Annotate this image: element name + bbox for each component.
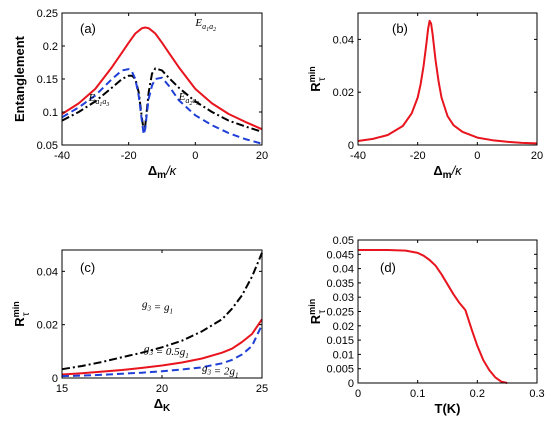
series-line-b-r — [357, 19, 538, 145]
x-tick-label: 0 — [355, 388, 361, 400]
annotation-g3-0-5g1: g3 = 0.5g1 — [144, 343, 189, 360]
y-tick-label: 0 — [52, 373, 58, 385]
y-tick-label: 0.035 — [326, 278, 354, 290]
series-line-c-g3-g1 — [61, 252, 263, 371]
annotation-e-a2a3: Ea2a3 — [178, 91, 200, 107]
y-tick-label: 0.03 — [333, 292, 354, 304]
x-axis-label: Δm/κ — [148, 163, 178, 181]
y-tick-label: 0.25 — [37, 8, 58, 20]
x-tick-label: 15 — [56, 383, 68, 395]
y-tick-label: 0.1 — [43, 107, 58, 119]
panel-a: -40 -20 0 20 0.05 0.1 0.15 0.2 0.25 (a) Δm/κ Entang… — [12, 8, 268, 181]
y-tick-label: 0.04 — [333, 264, 354, 276]
x-tick-label: -20 — [121, 150, 137, 162]
y-tick-label: 0.04 — [333, 34, 354, 46]
x-tick-label: 20 — [531, 150, 543, 162]
y-axis-label: Entanglement — [12, 35, 27, 122]
series-line-d-r-t — [358, 249, 508, 384]
y-tick-label: 0.025 — [326, 307, 354, 319]
x-tick-label: 0.1 — [410, 388, 425, 400]
series-line-a-e-a1a3 — [61, 67, 263, 133]
x-tick-label: 20 — [156, 383, 168, 395]
x-tick-label: 0.3 — [529, 388, 544, 400]
x-axis-label: T(K) — [435, 401, 461, 416]
y-tick-label: 0 — [348, 140, 354, 152]
y-axis-label: Rminτ — [11, 301, 32, 326]
y-tick-label: 0.2 — [43, 41, 58, 53]
y-tick-label: 0 — [348, 378, 354, 390]
x-axis-label: Δm/κ — [433, 163, 463, 181]
panel-label: (c) — [80, 260, 95, 275]
x-tick-label: -40 — [54, 150, 70, 162]
x-tick-label: 0.2 — [470, 388, 485, 400]
panel-b: -40 -20 0 20 0 0.02 0.04 (b) Δm/κ Rminτ — [307, 12, 543, 181]
series-line-a-e-a1a2 — [61, 26, 263, 131]
x-tick-label: 25 — [256, 383, 268, 395]
y-tick-label: 0.02 — [333, 321, 354, 333]
y-tick-label: 0.05 — [37, 140, 58, 152]
panel-label: (b) — [392, 21, 408, 36]
panel-d: 0 0.1 0.2 0.300.0050.010.0150.020.0250.030.… — [307, 235, 545, 416]
y-tick-label: 0.02 — [37, 320, 58, 332]
y-tick-label: 0.05 — [333, 235, 354, 247]
x-tick-label: 20 — [256, 150, 268, 162]
plot-frame — [357, 12, 538, 146]
annotation-e-a1a3: Ea1a3 — [88, 92, 110, 108]
y-tick-label: 0.04 — [37, 266, 58, 278]
x-tick-label: 0 — [474, 150, 480, 162]
y-tick-label: 0.15 — [37, 74, 58, 86]
annotation-e-a1a2: Ea1a2 — [194, 17, 216, 33]
y-tick-label: 0.005 — [326, 364, 354, 376]
annotation-g3-g1: g3 = g1 — [142, 298, 173, 315]
y-tick-label: 0.02 — [333, 87, 354, 99]
x-tick-label: -40 — [350, 150, 366, 162]
series-line-a-e-a2a3 — [61, 68, 263, 145]
y-tick-label: 0.015 — [326, 335, 354, 347]
x-axis-label: ΔK — [154, 396, 171, 414]
series-line-c-g3-0-5g1 — [61, 318, 263, 376]
y-tick-label: 0.045 — [326, 249, 354, 261]
panel-label: (a) — [80, 21, 96, 36]
annotation-g3-2g1: g3 = 2g1 — [202, 362, 238, 379]
y-tick-label: 0.01 — [333, 349, 354, 361]
y-axis-label: Rminτ — [307, 299, 328, 324]
panel-label: (d) — [380, 260, 396, 275]
x-tick-label: 0 — [192, 150, 198, 162]
series-line-c-g3-2g1 — [61, 324, 263, 378]
y-axis-label: Rminτ — [307, 66, 328, 91]
panel-c: 15 20 25 0 0.02 0.04 (c) ΔK Rminτ g3 = g1 g3 = 0.5… — [11, 249, 268, 414]
x-tick-label: -20 — [410, 150, 426, 162]
